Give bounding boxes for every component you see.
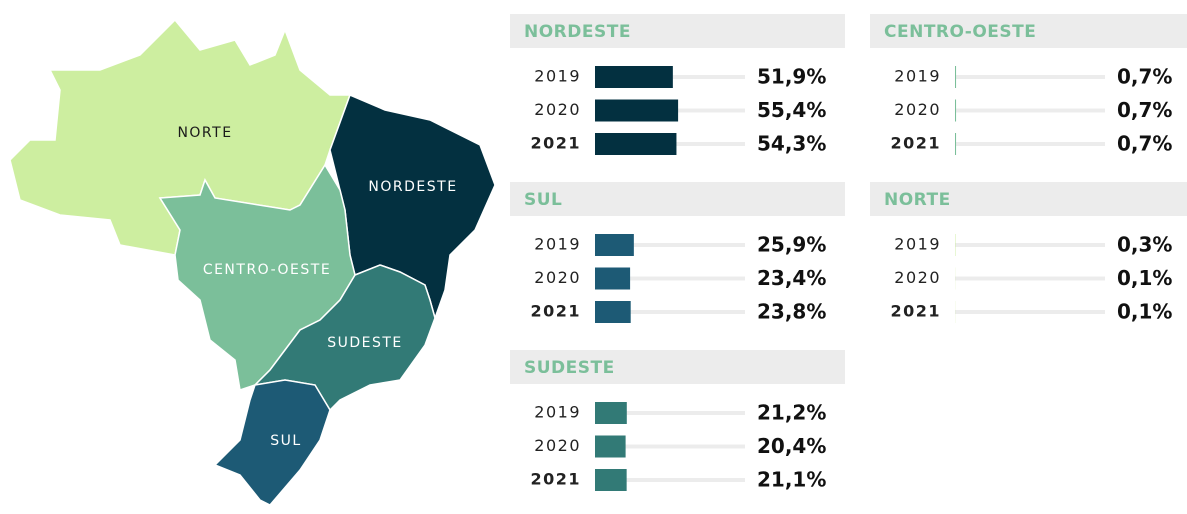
bar-track (595, 444, 745, 449)
value-label: 0,1% (1117, 266, 1172, 290)
value-label: 0,7% (1117, 132, 1172, 156)
bar-track (595, 276, 745, 281)
map-region (252, 264, 436, 412)
year-label: 2019 (894, 235, 941, 254)
bar-track (955, 276, 1105, 281)
value-label: 21,2% (757, 401, 826, 425)
panel-title: SUL (524, 190, 562, 210)
year-label: 2020 (894, 268, 941, 287)
panel-header (510, 182, 845, 216)
panel-header (870, 14, 1187, 48)
value-label: 23,8% (757, 300, 826, 324)
value-label: 20,4% (757, 434, 826, 458)
year-label: 2020 (534, 268, 581, 287)
bar-track (955, 142, 1105, 146)
year-label: 2021 (530, 302, 581, 321)
bar-track (595, 243, 745, 247)
bar (595, 402, 627, 424)
panel-title: NORTE (884, 190, 951, 210)
map-region (213, 379, 331, 506)
year-label: 2019 (894, 67, 941, 86)
value-label: 55,4% (757, 98, 826, 122)
value-label: 0,7% (1117, 65, 1172, 89)
value-label: 0,7% (1117, 98, 1172, 122)
value-label: 25,9% (757, 233, 826, 257)
year-label: 2020 (534, 436, 581, 455)
bar-track (595, 411, 745, 415)
panel-header (510, 350, 845, 384)
value-label: 54,3% (757, 132, 826, 156)
year-label: 2019 (534, 403, 581, 422)
panel-title: SUDESTE (524, 358, 615, 378)
map-label: SUL (270, 433, 301, 449)
year-label: 2021 (530, 134, 581, 153)
map-region (158, 163, 356, 391)
panel-title: NORDESTE (524, 22, 631, 42)
map-label: CENTRO-OESTE (203, 262, 331, 278)
bar (595, 133, 677, 155)
value-label: 0,1% (1117, 300, 1172, 324)
panel-title: CENTRO-OESTE (884, 22, 1036, 42)
bar-track (955, 310, 1105, 314)
year-label: 2020 (534, 100, 581, 119)
bar (595, 99, 679, 122)
year-label: 2021 (890, 302, 941, 321)
value-label: 51,9% (757, 65, 826, 89)
panel-header (870, 182, 1187, 216)
bar (955, 66, 957, 88)
bar-track (955, 108, 1105, 113)
map-label: SUDESTE (327, 335, 403, 351)
bar (595, 234, 634, 256)
year-label: 2019 (534, 235, 581, 254)
panel-header (510, 14, 845, 48)
bar-track (595, 310, 745, 314)
bar (595, 469, 627, 491)
year-label: 2019 (534, 67, 581, 86)
map-label: NORDESTE (368, 179, 457, 195)
bar-track (955, 75, 1105, 79)
map-label: NORTE (177, 125, 232, 141)
bar (955, 133, 957, 155)
bar (955, 99, 957, 122)
bar (595, 267, 631, 290)
bar (595, 301, 631, 323)
value-label: 21,1% (757, 468, 826, 492)
bar (595, 435, 626, 458)
value-label: 0,3% (1117, 233, 1172, 257)
bar (595, 66, 673, 88)
bar-track (955, 243, 1105, 247)
year-label: 2021 (890, 134, 941, 153)
bar-track (595, 478, 745, 482)
year-label: 2020 (894, 100, 941, 119)
year-label: 2021 (530, 470, 581, 489)
value-label: 23,4% (757, 266, 826, 290)
